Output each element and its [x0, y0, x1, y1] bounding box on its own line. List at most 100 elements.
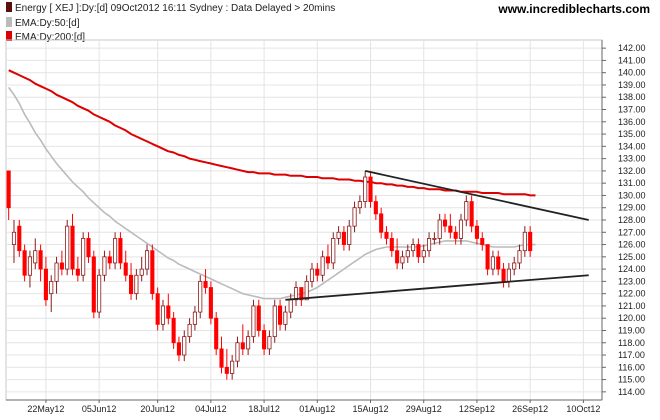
candle-body — [75, 268, 80, 276]
candle-body — [299, 287, 304, 301]
candle-body — [182, 336, 187, 356]
y-tick-label: 140.00 — [618, 68, 646, 78]
candle-body — [134, 274, 139, 295]
trendlines — [285, 170, 589, 301]
y-tick-label: 125.00 — [618, 252, 646, 262]
candle-body — [262, 330, 267, 350]
candle-body — [336, 231, 341, 239]
candle-body — [198, 280, 203, 313]
candle-body — [389, 238, 394, 252]
candle-body — [352, 207, 357, 227]
legend-swatch-main — [6, 2, 12, 12]
ema50-series — [8, 86, 536, 300]
legend-swatch-ema200 — [6, 31, 12, 41]
candle-body — [496, 256, 501, 270]
y-tick-label: 119.00 — [618, 325, 645, 335]
candle-body — [208, 287, 213, 319]
candle-body — [139, 268, 144, 276]
candle-body — [187, 323, 192, 338]
candle-body — [480, 238, 485, 245]
y-tick-label: 134.00 — [618, 141, 646, 151]
candle-body — [49, 280, 54, 295]
legend-main: Energy [ XEJ ]:Dy:[d] 09Oct2012 16:11 Sy… — [6, 2, 335, 15]
y-tick-label: 127.00 — [618, 227, 646, 237]
candle-body — [411, 244, 416, 252]
candle-body — [224, 366, 229, 374]
grid-lines — [5, 39, 603, 401]
x-tick-label: 10Oct12 — [566, 404, 600, 414]
candle-body — [86, 238, 91, 258]
candle-body — [251, 305, 256, 338]
legend-swatch-ema50 — [6, 17, 12, 27]
candle-body — [395, 250, 400, 264]
candle-body — [22, 250, 27, 276]
candle-body — [517, 250, 522, 264]
candle-body — [485, 244, 490, 270]
y-tick-label: 116.00 — [618, 362, 645, 372]
candle-body — [512, 262, 517, 270]
y-tick-label: 141.00 — [618, 55, 646, 65]
candle-body — [192, 311, 197, 325]
x-axis: 22May12 05Jun12 20Jun12 04Jul12 18Jul12 01Aug… — [6, 399, 602, 414]
y-tick-label: 133.00 — [618, 154, 646, 164]
ema200-line — [8, 69, 536, 197]
candle-body — [341, 231, 346, 245]
candle-body — [81, 238, 86, 276]
y-tick-label: 121.00 — [618, 301, 646, 311]
y-tick-label: 122.00 — [618, 289, 646, 299]
candle-body — [150, 250, 155, 295]
candle-body — [70, 225, 75, 270]
candle-body — [304, 280, 309, 301]
y-tick-label: 138.00 — [618, 92, 646, 102]
y-tick-label: 117.00 — [618, 350, 645, 360]
x-tick-label: 22May12 — [27, 404, 64, 414]
legend-ema50: EMA:Dy:50:[d] — [6, 17, 79, 30]
ema50-line — [8, 86, 536, 300]
candle-body — [102, 256, 107, 276]
candle-body — [368, 176, 373, 202]
y-tick-label: 114.00 — [618, 387, 645, 397]
candle-body — [405, 250, 410, 258]
x-tick-label: 29Aug12 — [406, 404, 442, 414]
y-tick-label: 118.00 — [618, 338, 645, 348]
trendline — [365, 170, 589, 221]
candle-body — [437, 219, 442, 239]
candle-body — [129, 274, 134, 295]
brand-link[interactable]: www.incrediblecharts.com — [498, 2, 650, 16]
candle-body — [91, 256, 96, 313]
candle-body — [464, 201, 469, 221]
candle-body — [278, 305, 283, 325]
candle-body — [522, 231, 527, 252]
candle-body — [17, 225, 22, 252]
candle-body — [43, 268, 48, 301]
candle-body — [160, 305, 166, 325]
candle-body — [283, 311, 288, 325]
candle-body — [107, 256, 112, 264]
candle-body — [123, 262, 128, 276]
candle-body — [33, 250, 38, 264]
candle-body — [219, 348, 224, 368]
candle-body — [379, 213, 384, 233]
x-tick-label: 05Jun12 — [82, 404, 117, 414]
candle-body — [453, 231, 458, 239]
candle-body — [448, 225, 453, 233]
candle-body — [288, 299, 293, 313]
candle-body — [214, 317, 219, 350]
legend-main-label: Energy [ XEJ ]:Dy:[d] 09Oct2012 16:11 Sy… — [15, 3, 336, 14]
candle-body — [246, 336, 251, 350]
candle-body — [421, 250, 426, 258]
candle-body — [230, 360, 235, 374]
candle-body — [490, 256, 495, 270]
y-tick-label: 136.00 — [618, 117, 646, 127]
x-tick-label: 15Aug12 — [352, 404, 388, 414]
candle-body — [432, 238, 437, 240]
candle-body — [176, 342, 181, 356]
candle-body — [235, 342, 240, 362]
x-tick-label: 18Jul12 — [248, 404, 280, 414]
y-tick-label: 137.00 — [618, 105, 646, 115]
x-tick-label: 01Aug12 — [299, 404, 335, 414]
y-tick-label: 131.00 — [618, 178, 646, 188]
candle-body — [501, 268, 506, 282]
candle-body — [442, 219, 448, 227]
